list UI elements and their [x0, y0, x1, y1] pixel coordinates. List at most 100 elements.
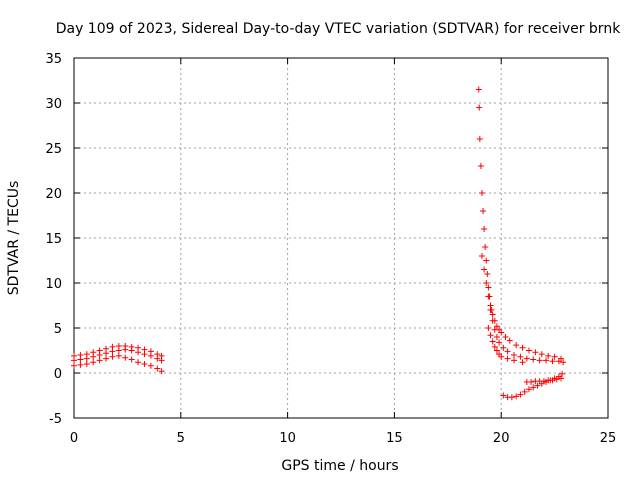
y-tick-label: -5 — [49, 412, 62, 427]
data-point — [493, 323, 500, 330]
data-point — [487, 307, 494, 313]
data-point — [519, 344, 526, 351]
data-point — [482, 244, 489, 250]
x-tick-label: 15 — [386, 431, 403, 446]
data-point — [485, 325, 492, 331]
data-point — [485, 293, 492, 300]
data-point — [502, 334, 509, 340]
data-point — [158, 357, 165, 364]
data-point — [532, 349, 539, 356]
data-point — [549, 358, 556, 365]
data-point — [528, 379, 535, 385]
data-point — [476, 104, 483, 111]
data-point — [480, 208, 487, 214]
y-tick-label: 15 — [45, 232, 62, 247]
data-point — [489, 338, 496, 345]
y-tick-label: 20 — [45, 187, 62, 202]
series-early-arc-lower — [71, 352, 165, 375]
data-point — [77, 356, 84, 363]
data-point — [540, 378, 547, 385]
data-point — [504, 355, 511, 362]
data-point — [504, 348, 511, 355]
data-point — [498, 329, 505, 336]
x-axis-label: GPS time / hours — [281, 458, 398, 474]
data-point — [476, 136, 483, 142]
data-point — [90, 353, 97, 360]
plot-frame — [73, 57, 609, 419]
data-point — [545, 352, 552, 359]
data-point — [517, 353, 524, 360]
data-point — [487, 332, 494, 339]
series-late-decay — [475, 86, 565, 362]
data-points — [71, 86, 567, 401]
data-point — [147, 362, 154, 369]
data-point — [559, 370, 566, 377]
data-point — [489, 317, 496, 324]
data-point — [478, 253, 485, 259]
data-point — [484, 271, 491, 277]
data-point — [77, 361, 84, 368]
data-point — [154, 365, 161, 372]
data-point — [135, 359, 142, 366]
y-tick-label: 25 — [45, 142, 62, 157]
data-point — [543, 357, 550, 364]
data-point — [519, 359, 526, 366]
data-point — [496, 339, 503, 346]
data-point — [154, 355, 161, 362]
data-point — [530, 384, 537, 391]
series-late-negative-arc — [500, 370, 566, 401]
chart-title: Day 109 of 2023, Sidereal Day-to-day VTE… — [56, 21, 621, 37]
data-point — [549, 377, 556, 384]
data-point — [141, 361, 148, 367]
data-point — [506, 337, 513, 344]
y-tick-label: 5 — [54, 322, 62, 337]
series-late-negative-flat — [523, 375, 565, 385]
x-tick-label: 5 — [177, 431, 185, 446]
data-point — [511, 352, 518, 358]
data-point — [483, 280, 490, 286]
data-point — [521, 388, 528, 395]
data-point — [128, 356, 135, 363]
data-point — [128, 347, 135, 354]
data-point — [530, 356, 537, 363]
x-tick-label: 0 — [70, 431, 78, 446]
data-point — [558, 375, 565, 382]
data-point — [122, 354, 129, 361]
data-point — [508, 394, 515, 401]
data-point — [534, 382, 541, 389]
data-point — [83, 355, 90, 362]
data-point — [96, 357, 103, 364]
data-point — [536, 357, 543, 364]
data-point — [141, 351, 148, 358]
data-point — [493, 347, 500, 354]
data-point — [560, 359, 567, 366]
data-point — [90, 359, 97, 366]
data-point — [158, 368, 165, 375]
series-late-bottom-branch — [485, 325, 526, 366]
data-point — [500, 344, 507, 351]
data-point — [491, 326, 498, 333]
data-point — [115, 352, 122, 359]
data-point — [71, 357, 77, 364]
y-tick-label: 0 — [54, 367, 62, 382]
data-point — [475, 86, 482, 93]
data-point — [478, 190, 485, 196]
x-tick-label: 25 — [600, 431, 617, 446]
data-point — [523, 355, 530, 362]
data-point — [483, 257, 490, 264]
data-point — [517, 391, 524, 398]
data-point — [103, 355, 110, 362]
data-point — [525, 386, 532, 393]
data-point — [525, 347, 532, 354]
y-tick-label: 30 — [45, 97, 62, 112]
data-point — [555, 358, 562, 365]
data-point — [500, 392, 507, 399]
series-late-lower-branch — [478, 253, 567, 366]
data-point — [513, 342, 520, 349]
axis-ticks: 0 5 10 15 20 25 -5 0 5 10 15 20 25 30 35 — [45, 52, 616, 446]
data-point — [493, 334, 500, 340]
data-point — [538, 351, 545, 358]
x-tick-label: 20 — [493, 431, 510, 446]
data-point — [103, 350, 110, 357]
